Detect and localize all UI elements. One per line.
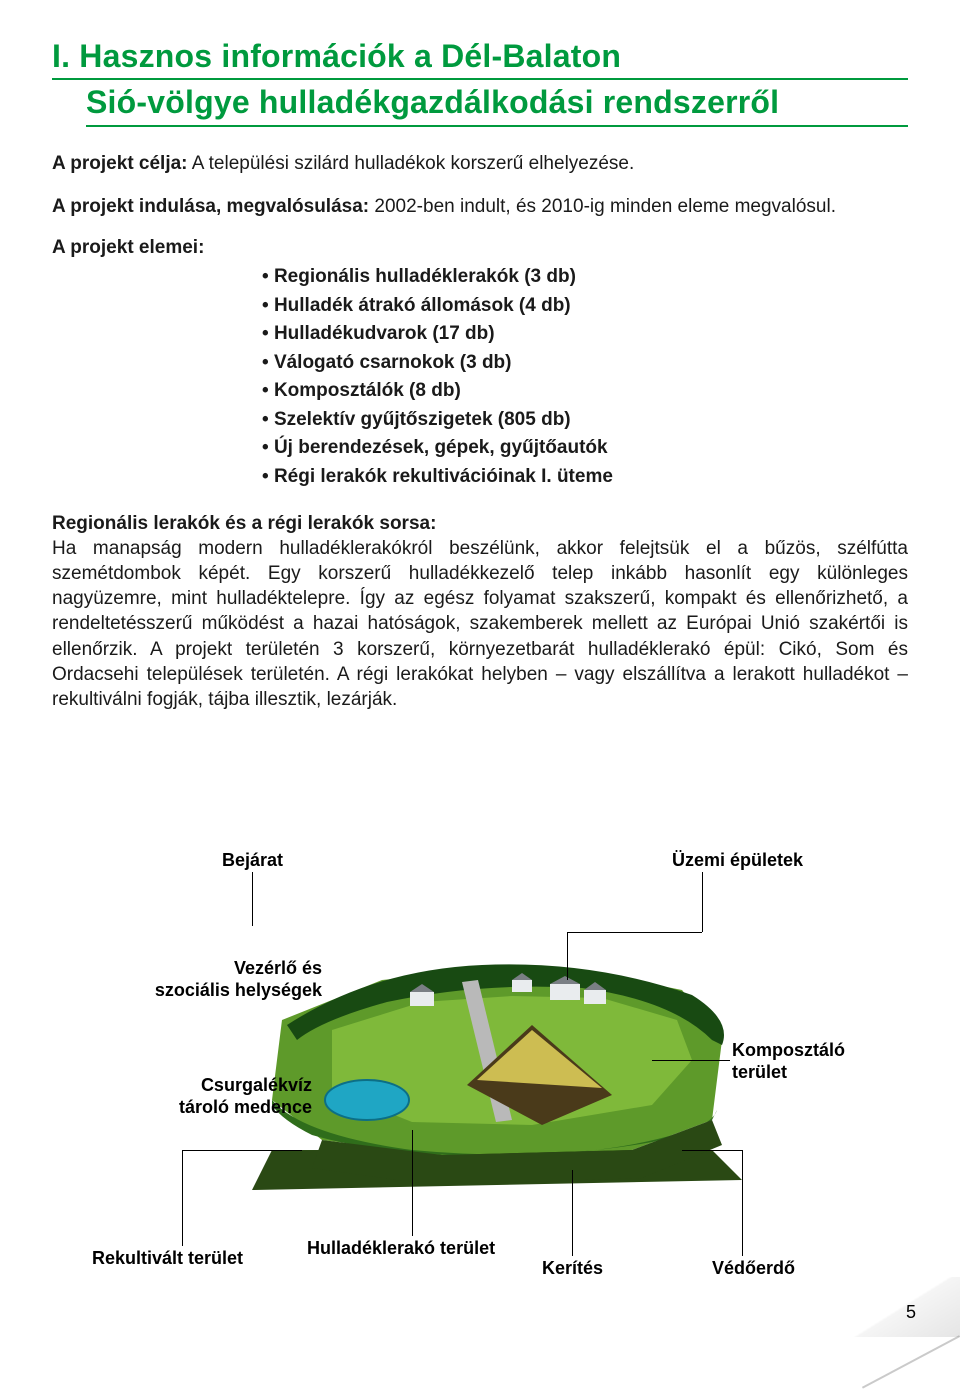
label-komposzt-l1: Komposztáló — [732, 1040, 845, 1060]
label-komposzt: Komposztáló terület — [732, 1040, 845, 1083]
label-csurga: Csurgalékvíz tároló medence — [152, 1075, 312, 1118]
regional-paragraph: Regionális lerakók és a régi lerakók sor… — [52, 511, 908, 712]
leader — [652, 1060, 730, 1061]
label-vezerlo-l1: Vezérlő és — [234, 958, 322, 978]
label-kerites: Kerítés — [542, 1258, 603, 1280]
list-item: Szelektív gyűjtőszigetek (805 db) — [262, 406, 908, 435]
page-number: 5 — [906, 1302, 916, 1323]
label-vedoerdo: Védőerdő — [712, 1258, 795, 1280]
label-csurga-l1: Csurgalékvíz — [201, 1075, 312, 1095]
list-item: Új berendezések, gépek, gyűjtőautók — [262, 434, 908, 463]
leader — [412, 1130, 413, 1236]
page: I. Hasznos információk a Dél-Balaton Sió… — [0, 0, 960, 1337]
start-text: 2002-ben indult, és 2010-ig minden eleme… — [369, 196, 836, 217]
label-bejarat: Bejárat — [222, 850, 283, 872]
label-vezerlo: Vezérlő és szociális helységek — [132, 958, 322, 1001]
list-item: Hulladék átrakó állomások (4 db) — [262, 292, 908, 321]
regional-lead: Regionális lerakók és a régi lerakók sor… — [52, 513, 436, 534]
goal-paragraph: A projekt célja: A települési szilárd hu… — [52, 151, 908, 176]
leader — [252, 872, 253, 926]
list-item: Válogató csarnokok (3 db) — [262, 349, 908, 378]
list-item: Régi lerakók rekultivációinak I. üteme — [262, 463, 908, 492]
project-elements-head: A projekt elemei: — [52, 237, 908, 259]
leader — [567, 932, 702, 933]
label-csurga-l2: tároló medence — [179, 1097, 312, 1117]
start-label: A projekt indulása, megvalósulása: — [52, 196, 369, 217]
leader — [682, 1150, 742, 1151]
start-paragraph: A projekt indulása, megvalósulása: 2002-… — [52, 194, 908, 219]
label-rekultivalt: Rekultivált terület — [92, 1248, 243, 1270]
leader — [742, 1150, 743, 1256]
list-item: Hulladékudvarok (17 db) — [262, 320, 908, 349]
label-vezerlo-l2: szociális helységek — [155, 980, 322, 1000]
project-elements-list: Regionális hulladéklerakók (3 db) Hullad… — [52, 263, 908, 491]
leader — [572, 1170, 573, 1256]
list-item: Regionális hulladéklerakók (3 db) — [262, 263, 908, 292]
leader — [702, 872, 703, 932]
goal-label: A projekt célja: — [52, 153, 188, 174]
project-elements: A projekt elemei: Regionális hulladékler… — [52, 237, 908, 491]
label-hullerako: Hulladéklerakó terület — [307, 1238, 495, 1260]
goal-text: A települési szilárd hulladékok korszerű… — [188, 153, 635, 174]
list-item: Komposztálók (8 db) — [262, 377, 908, 406]
leader — [567, 932, 568, 980]
label-uzemi: Üzemi épületek — [672, 850, 803, 872]
page-title-line1: I. Hasznos információk a Dél-Balaton — [52, 36, 908, 80]
leader — [182, 1150, 183, 1246]
label-komposzt-l2: terület — [732, 1062, 787, 1082]
landfill-diagram: Bejárat Üzemi épületek Vezérlő és szociá… — [52, 850, 908, 1290]
regional-body: Ha manapság modern hulladéklerakókról be… — [52, 538, 908, 709]
page-title-block: I. Hasznos információk a Dél-Balaton Sió… — [52, 36, 908, 127]
page-title-line2: Sió-völgye hulladékgazdálkodási rendszer… — [86, 82, 908, 126]
leader — [182, 1150, 302, 1151]
